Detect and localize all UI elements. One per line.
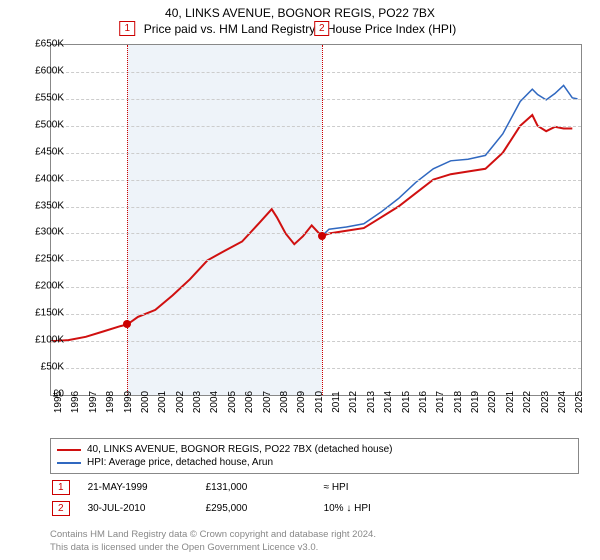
- gridline: [51, 207, 581, 208]
- y-axis-label: £50K: [41, 362, 64, 373]
- gridline: [51, 72, 581, 73]
- marker-label: 2: [314, 21, 330, 36]
- chart-container: 40, LINKS AVENUE, BOGNOR REGIS, PO22 7BX…: [0, 0, 600, 560]
- x-axis-label: 1996: [70, 391, 81, 413]
- gridline: [51, 314, 581, 315]
- legend-label: HPI: Average price, detached house, Arun: [87, 457, 273, 468]
- gridline: [51, 126, 581, 127]
- gridline: [51, 368, 581, 369]
- x-axis-label: 1998: [105, 391, 116, 413]
- y-axis-label: £550K: [35, 92, 64, 103]
- legend-swatch: [57, 449, 81, 451]
- y-axis-label: £150K: [35, 308, 64, 319]
- legend-row: 40, LINKS AVENUE, BOGNOR REGIS, PO22 7BX…: [57, 443, 572, 456]
- footer-attribution: Contains HM Land Registry data © Crown c…: [50, 529, 580, 554]
- x-axis-label: 2006: [244, 391, 255, 413]
- x-axis-label: 2017: [435, 391, 446, 413]
- y-axis-label: £100K: [35, 335, 64, 346]
- x-axis-label: 2001: [157, 391, 168, 413]
- x-axis-label: 2015: [401, 391, 412, 413]
- sale-date: 30-JUL-2010: [88, 503, 188, 514]
- x-axis-label: 2018: [453, 391, 464, 413]
- sale-point-marker: [318, 232, 326, 240]
- legend-box: 40, LINKS AVENUE, BOGNOR REGIS, PO22 7BX…: [50, 438, 579, 474]
- x-axis-label: 2011: [331, 391, 342, 413]
- x-axis-label: 2009: [296, 391, 307, 413]
- x-axis-label: 1999: [123, 391, 134, 413]
- sale-note: 10% ↓ HPI: [324, 503, 424, 514]
- gridline: [51, 260, 581, 261]
- sale-price: £131,000: [206, 482, 306, 493]
- gridline: [51, 99, 581, 100]
- legend-label: 40, LINKS AVENUE, BOGNOR REGIS, PO22 7BX…: [87, 444, 393, 455]
- x-axis-label: 2016: [418, 391, 429, 413]
- x-axis-label: 2021: [505, 391, 516, 413]
- legend-swatch: [57, 462, 81, 464]
- plot-area: 12: [50, 44, 582, 396]
- sale-badge: 2: [52, 501, 70, 516]
- x-axis-label: 2000: [140, 391, 151, 413]
- chart-subtitle: Price paid vs. HM Land Registry's House …: [0, 20, 600, 36]
- chart-svg: [51, 45, 581, 395]
- legend-section: 40, LINKS AVENUE, BOGNOR REGIS, PO22 7BX…: [50, 438, 580, 516]
- x-axis-label: 2019: [470, 391, 481, 413]
- y-axis-label: £450K: [35, 146, 64, 157]
- y-axis-label: £600K: [35, 65, 64, 76]
- y-axis-label: £650K: [35, 39, 64, 50]
- sale-row: 2 30-JUL-2010 £295,000 10% ↓ HPI: [50, 501, 580, 516]
- y-axis-label: £250K: [35, 254, 64, 265]
- x-axis-label: 2004: [209, 391, 220, 413]
- x-axis-label: 2020: [487, 391, 498, 413]
- sales-table: 1 21-MAY-1999 £131,000 ≈ HPI 2 30-JUL-2010 £29…: [50, 480, 580, 516]
- x-axis-label: 1997: [88, 391, 99, 413]
- x-axis-label: 2005: [227, 391, 238, 413]
- gridline: [51, 180, 581, 181]
- marker-label: 1: [120, 21, 136, 36]
- legend-row: HPI: Average price, detached house, Arun: [57, 456, 572, 469]
- footer-line1: Contains HM Land Registry data © Crown c…: [50, 529, 376, 540]
- series-line: [51, 115, 572, 341]
- gridline: [51, 153, 581, 154]
- sale-row: 1 21-MAY-1999 £131,000 ≈ HPI: [50, 480, 580, 495]
- x-axis-label: 2008: [279, 391, 290, 413]
- y-axis-label: £350K: [35, 200, 64, 211]
- sale-point-marker: [123, 320, 131, 328]
- x-axis-label: 2024: [557, 391, 568, 413]
- x-axis-label: 2023: [540, 391, 551, 413]
- sale-date: 21-MAY-1999: [88, 482, 188, 493]
- x-axis-label: 2025: [574, 391, 585, 413]
- gridline: [51, 233, 581, 234]
- x-axis-label: 2013: [366, 391, 377, 413]
- marker-vline: [322, 45, 323, 395]
- sale-note: ≈ HPI: [324, 482, 424, 493]
- y-axis-label: £300K: [35, 227, 64, 238]
- y-axis-label: £500K: [35, 119, 64, 130]
- gridline: [51, 341, 581, 342]
- footer-line2: This data is licensed under the Open Gov…: [50, 542, 318, 553]
- chart-title: 40, LINKS AVENUE, BOGNOR REGIS, PO22 7BX: [0, 0, 600, 20]
- x-axis-label: 2002: [175, 391, 186, 413]
- sale-badge: 1: [52, 480, 70, 495]
- y-axis-label: £400K: [35, 173, 64, 184]
- marker-vline: [127, 45, 128, 395]
- x-axis-label: 2003: [192, 391, 203, 413]
- x-axis-label: 2010: [314, 391, 325, 413]
- y-axis-label: £200K: [35, 281, 64, 292]
- x-axis-label: 2007: [262, 391, 273, 413]
- x-axis-label: 2012: [348, 391, 359, 413]
- sale-price: £295,000: [206, 503, 306, 514]
- x-axis-label: 1995: [53, 391, 64, 413]
- x-axis-label: 2014: [383, 391, 394, 413]
- x-axis-label: 2022: [522, 391, 533, 413]
- gridline: [51, 287, 581, 288]
- series-line: [322, 85, 578, 236]
